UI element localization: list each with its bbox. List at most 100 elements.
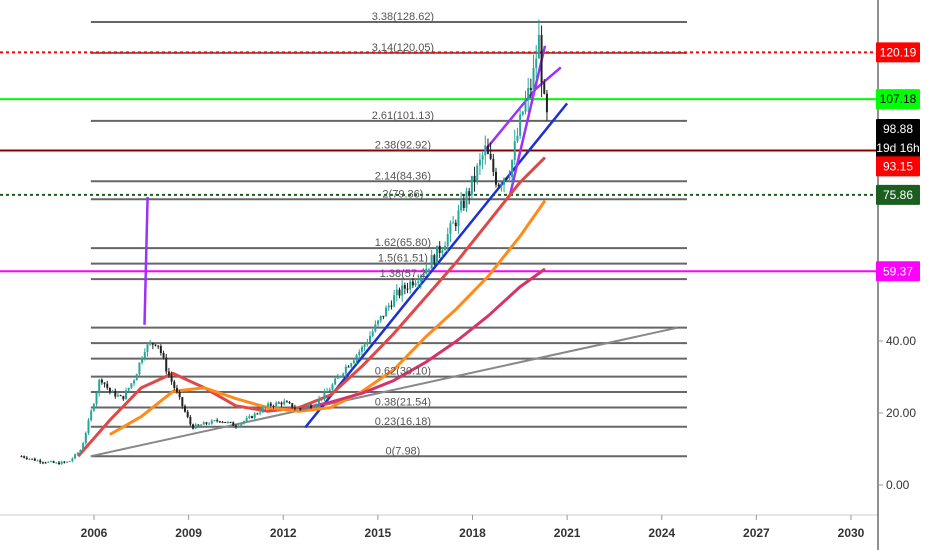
x-tick-label: 2030 bbox=[838, 526, 865, 540]
candle-body bbox=[229, 421, 232, 423]
candle-body bbox=[79, 450, 82, 453]
candle-body bbox=[532, 68, 535, 91]
candle-body bbox=[135, 374, 138, 381]
price-badge-label: 75.86 bbox=[883, 188, 913, 202]
price-badge: 107.18 bbox=[876, 89, 920, 110]
candle-body bbox=[60, 461, 63, 465]
candle-body bbox=[478, 159, 481, 166]
candle-body bbox=[251, 416, 254, 419]
price-badge-label: 120.19 bbox=[880, 45, 917, 59]
price-badge: 75.86 bbox=[876, 184, 920, 205]
candle-body bbox=[68, 461, 71, 463]
candle-body bbox=[186, 411, 189, 418]
x-tick-label: 2009 bbox=[175, 526, 202, 540]
candle-body bbox=[119, 395, 122, 397]
price-candles bbox=[20, 19, 548, 465]
candle-body bbox=[312, 406, 315, 408]
candle-body bbox=[296, 408, 299, 410]
fib-level-label: 3.14(120.05) bbox=[372, 42, 434, 54]
candle-body bbox=[49, 461, 52, 463]
candle-body bbox=[395, 289, 398, 296]
fib-labels: 0(7.98) 0.23(16.18) 0.38(21.54) 0.62(30.10)… bbox=[372, 11, 434, 457]
candle-body bbox=[401, 285, 404, 296]
candle-body bbox=[116, 395, 119, 397]
candle-body bbox=[326, 390, 329, 392]
fib-level-label: 1.5(61.51) bbox=[378, 253, 428, 265]
candle-body bbox=[462, 200, 465, 208]
price-badge: 120.19 bbox=[876, 42, 920, 63]
candle-body bbox=[390, 305, 393, 307]
candle-body bbox=[31, 458, 34, 460]
candle-body bbox=[366, 342, 369, 345]
candle-body bbox=[130, 383, 133, 388]
y-tick-label: 0.00 bbox=[886, 478, 910, 492]
x-ticks: 2006 2009 2012 2015 2018 2021 2024 2027 2030 bbox=[81, 515, 865, 540]
ma-red-line bbox=[77, 156, 547, 458]
candle-body bbox=[417, 281, 420, 283]
candle-body bbox=[457, 210, 460, 227]
candle-body bbox=[336, 376, 339, 379]
y-ticks: 0.00 20.00 40.00 bbox=[878, 334, 916, 492]
candle-body bbox=[476, 165, 479, 181]
candle-body bbox=[441, 250, 444, 253]
candle-body bbox=[248, 416, 251, 418]
candle-body bbox=[358, 351, 361, 356]
y-tick-label: 40.00 bbox=[886, 334, 916, 348]
candle-body bbox=[138, 362, 141, 375]
candle-body bbox=[492, 158, 495, 172]
candle-body bbox=[310, 405, 313, 408]
candle-body bbox=[519, 114, 522, 136]
candle-body bbox=[157, 345, 160, 347]
candle-body bbox=[82, 443, 85, 451]
candle-body bbox=[63, 461, 66, 463]
candle-body bbox=[47, 461, 50, 463]
candle-body bbox=[216, 420, 219, 422]
candle-body bbox=[237, 425, 240, 427]
candle-body bbox=[529, 88, 532, 91]
candle-body bbox=[74, 454, 77, 459]
candle-body bbox=[320, 398, 323, 400]
x-tick-label: 2015 bbox=[365, 526, 392, 540]
fib-level-label: 2.38(92.92) bbox=[375, 139, 431, 151]
price-badge-label: 107.18 bbox=[880, 92, 917, 106]
candle-body bbox=[425, 268, 428, 274]
candle-body bbox=[197, 424, 200, 426]
candle-body bbox=[133, 380, 136, 384]
candle-body bbox=[291, 403, 294, 408]
price-badge-background bbox=[876, 42, 920, 63]
plot-background bbox=[0, 0, 878, 515]
candle-body bbox=[122, 395, 125, 400]
candle-body bbox=[154, 344, 157, 346]
candle-body bbox=[387, 305, 390, 308]
candle-body bbox=[438, 245, 441, 253]
candle-body bbox=[213, 420, 216, 422]
candle-body bbox=[473, 175, 476, 181]
candle-body bbox=[299, 408, 302, 410]
candle-body bbox=[377, 320, 380, 325]
price-badge-background bbox=[876, 89, 920, 110]
candle-body bbox=[269, 403, 272, 406]
candle-body bbox=[242, 421, 245, 424]
candle-body bbox=[545, 93, 548, 113]
candle-body bbox=[398, 289, 401, 296]
price-badge-background bbox=[876, 184, 920, 205]
candle-body bbox=[127, 387, 130, 391]
candle-body bbox=[379, 315, 382, 321]
price-badge: 19d 16h bbox=[876, 138, 920, 159]
candle-body bbox=[409, 281, 412, 290]
candle-body bbox=[95, 392, 98, 404]
candle-body bbox=[71, 458, 74, 462]
candle-body bbox=[125, 390, 128, 400]
time-axis[interactable] bbox=[0, 515, 878, 550]
candle-body bbox=[183, 406, 186, 412]
fib-level-label: 0.62(30.10) bbox=[375, 366, 431, 378]
candle-body bbox=[454, 222, 457, 227]
candle-body bbox=[55, 462, 58, 464]
ma-orange-line bbox=[109, 199, 547, 436]
fib-level-label: 1.38(57.2 bbox=[380, 268, 426, 280]
candle-body bbox=[52, 461, 55, 463]
candle-body bbox=[25, 457, 28, 459]
candle-body bbox=[360, 346, 363, 352]
candle-body bbox=[516, 135, 519, 142]
